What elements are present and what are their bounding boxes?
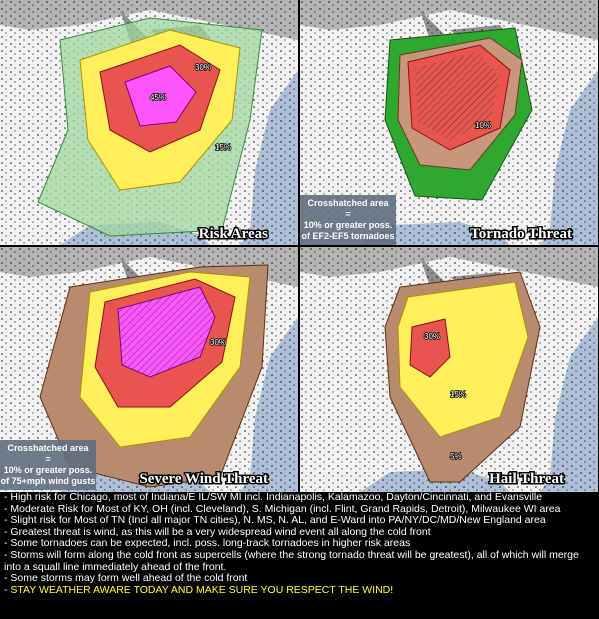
bullet: - Greatest threat is wind, as this will … <box>4 525 431 538</box>
bullet: - Moderate Risk for Most of KY, OH (incl… <box>4 502 561 515</box>
panel-title: Tornado Threat <box>470 226 572 242</box>
bullet: - STAY WEATHER AWARE TODAY AND MAKE SURE… <box>4 583 394 596</box>
note: = <box>345 209 350 219</box>
percent-label: 15% <box>215 143 231 152</box>
risk-panel: 45% 30% 15% Risk Areas <box>0 0 298 245</box>
percent-label: 45% <box>150 93 166 102</box>
bullet: - High risk for Chicago, most of Indiana… <box>4 491 543 503</box>
tornado-panel: 10% Crosshatched area = 10% or greater p… <box>300 0 598 245</box>
bullet-list: - High risk for Chicago, most of Indiana… <box>4 491 596 596</box>
note: 10% or greater poss. <box>304 220 393 230</box>
panel-title: Severe Wind Threat <box>139 471 268 487</box>
bullet: - Some storms may form well ahead of the… <box>4 572 248 585</box>
note: 10% or greater poss. <box>4 465 93 475</box>
percent-label: 15% <box>450 390 466 399</box>
note: Crosshatched area <box>307 198 389 208</box>
hail-panel: 30% 15% 5% Hail Threat <box>300 247 598 492</box>
percent-label: 30% <box>210 338 226 347</box>
bullet: - Slight risk for Most of TN (Incl all m… <box>4 514 546 527</box>
panel-title: Hail Threat <box>489 471 564 487</box>
bullet: - Some tornadoes can be expected, incl. … <box>4 537 411 550</box>
percent-label: 10% <box>475 121 491 130</box>
percent-label: 30% <box>195 63 211 72</box>
note: of EF2-EF5 tornadoes <box>301 231 394 241</box>
note: Crosshatched area <box>7 443 89 453</box>
panel-title: Risk Areas <box>199 226 268 242</box>
percent-label: 30% <box>424 332 440 341</box>
percent-label: 5% <box>450 452 462 461</box>
wind-panel: 30% Crosshatched area = 10% or greater p… <box>0 247 298 492</box>
note: of 75+mph wind gusts <box>1 476 96 486</box>
bullet: - Storms will form along the cold front … <box>4 548 579 573</box>
maps: 45% 30% 15% Risk Areas 10% Crosshatched … <box>0 0 598 492</box>
note: = <box>45 454 50 464</box>
